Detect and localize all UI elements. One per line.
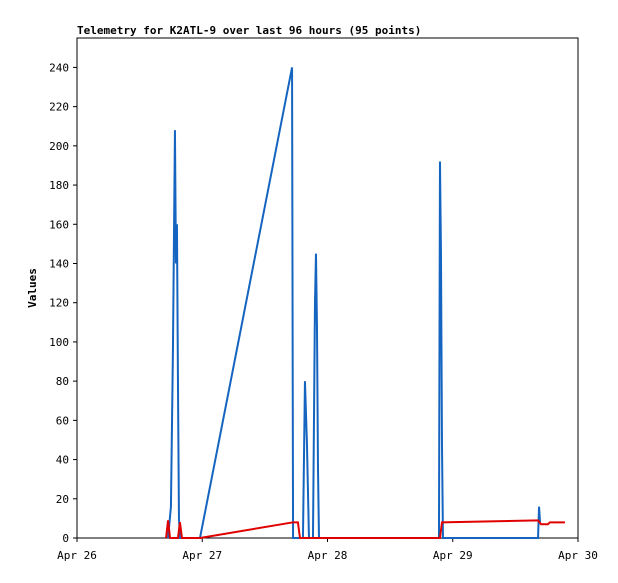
y-tick-label: 200 [49,140,69,153]
y-axis-label: Values [26,268,39,308]
y-tick-label: 120 [49,297,69,310]
y-tick-label: 20 [56,493,69,506]
y-tick-label: 160 [49,218,69,231]
chart-title: Telemetry for K2ATL-9 over last 96 hours… [77,24,421,37]
x-tick-label: Apr 30 [558,549,598,562]
y-tick-label: 100 [49,336,69,349]
x-tick-label: Apr 26 [57,549,97,562]
x-tick-label: Apr 29 [433,549,473,562]
y-tick-label: 0 [62,532,69,545]
y-tick-label: 60 [56,414,69,427]
y-tick-label: 240 [49,61,69,74]
series-line [165,519,565,539]
y-tick-label: 80 [56,375,69,388]
y-tick-label: 220 [49,101,69,114]
series-line [167,67,542,539]
y-tick-label: 40 [56,454,69,467]
x-tick-label: Apr 28 [308,549,348,562]
y-tick-label: 180 [49,179,69,192]
x-tick-label: Apr 27 [182,549,222,562]
y-tick-label: 140 [49,257,69,270]
